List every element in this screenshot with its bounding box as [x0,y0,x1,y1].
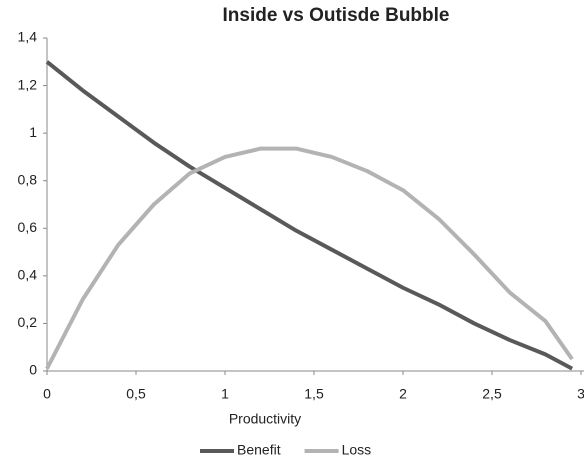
y-tick-label: 1,2 [18,76,38,92]
x-tick-label: 3 [577,386,584,402]
x-tick-label: 1,5 [304,386,324,402]
y-tick-label: 0 [29,362,37,378]
y-tick-label: 1 [29,124,37,140]
x-tick-label: 2 [399,386,407,402]
x-axis-label: Productivity [229,411,301,427]
series-line [45,60,574,371]
legend-label: Loss [342,442,372,458]
y-tick-label: 0,2 [18,314,38,330]
chart-title: Inside vs Outisde Bubble [223,5,450,26]
x-tick-label: 1 [221,386,229,402]
y-tick-label: 0,6 [18,219,38,235]
x-tick-label: 2,5 [482,386,502,402]
y-tick-label: 0,4 [18,267,38,283]
legend-label: Benefit [237,442,281,458]
series-line [45,146,574,370]
x-tick-label: 0 [43,386,51,402]
x-tick-label: 0,5 [126,386,146,402]
y-tick-label: 1,4 [18,29,38,45]
y-tick-label: 0,8 [18,171,38,187]
